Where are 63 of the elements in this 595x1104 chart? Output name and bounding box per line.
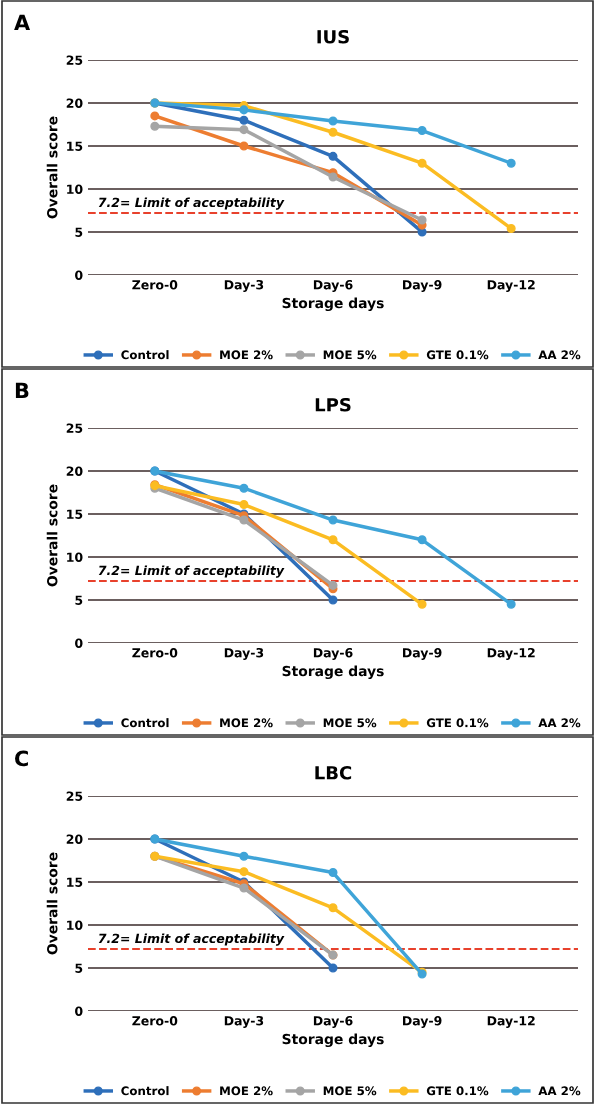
y-tick-label: 15 xyxy=(67,141,83,151)
legend-label: Control xyxy=(121,718,169,728)
legend-label: AA 2% xyxy=(538,718,581,728)
x-tick-label: Zero-0 xyxy=(132,648,178,658)
ref-line-label: 7.2= Limit of acceptability xyxy=(98,565,285,578)
x-tick-label: Day-3 xyxy=(224,1015,264,1028)
x-tick-label: Day-12 xyxy=(487,1015,535,1028)
y-tick-label: 25 xyxy=(66,423,83,433)
legend-label: MOE 5% xyxy=(323,1086,377,1096)
legend-label: GTE 0.1% xyxy=(426,1086,489,1096)
y-tick-label: 0 xyxy=(75,1006,83,1016)
x-tick-label: Day-9 xyxy=(403,280,442,292)
y-tick-label: 5 xyxy=(75,227,83,237)
y-tick-label: 20 xyxy=(66,466,83,476)
text: A xyxy=(14,14,31,30)
x-axis-title: Storage days xyxy=(282,297,384,312)
x-tick-label: Day-12 xyxy=(487,279,535,292)
x-tick-label: Day-9 xyxy=(403,1016,442,1028)
x-axis-title: Storage days xyxy=(282,665,384,680)
legend-label: GTE 0.1% xyxy=(426,350,489,360)
y-axis-title: Overall score xyxy=(46,484,58,587)
y-tick-label: 25 xyxy=(66,791,83,801)
y-tick-label: 0 xyxy=(75,270,83,280)
y-tick-label: 15 xyxy=(67,509,83,519)
y-tick-label: 0 xyxy=(75,638,83,648)
y-tick-label: 25 xyxy=(66,55,83,65)
x-axis-title: Storage days xyxy=(282,1033,384,1048)
x-tick-label: Zero-0 xyxy=(132,280,178,290)
y-axis-title: Overall score xyxy=(46,852,58,955)
x-tick-label: Day-3 xyxy=(224,279,264,292)
x-tick-label: Day-6 xyxy=(313,1016,353,1028)
x-tick-label: Day-12 xyxy=(487,647,535,660)
legend-label: MOE 2% xyxy=(220,1086,273,1096)
chart-title: LBC xyxy=(315,765,352,780)
y-tick-label: 5 xyxy=(75,595,83,605)
legend-label: MOE 2% xyxy=(220,718,273,728)
y-tick-label: 10 xyxy=(67,552,83,562)
x-tick-label: Day-3 xyxy=(224,647,264,660)
legend-label: Control xyxy=(121,350,169,360)
legend-label: MOE 2% xyxy=(220,350,273,360)
x-tick-label: Zero-0 xyxy=(132,1016,178,1026)
legend-label: AA 2% xyxy=(538,350,581,360)
legend-label: AA 2% xyxy=(538,1086,581,1096)
y-tick-label: 5 xyxy=(75,963,83,973)
y-tick-label: 20 xyxy=(66,834,83,844)
text: B xyxy=(15,382,29,398)
chart-title: IUS xyxy=(317,29,349,44)
text: C xyxy=(15,750,28,767)
y-tick-label: 20 xyxy=(66,98,83,108)
y-tick-label: 15 xyxy=(67,877,83,887)
y-tick-label: 10 xyxy=(67,184,83,194)
legend-label: GTE 0.1% xyxy=(426,718,489,728)
ref-line-label: 7.2= Limit of acceptability xyxy=(98,933,285,946)
legend-label: MOE 5% xyxy=(323,718,377,728)
ref-line-label: 7.2= Limit of acceptability xyxy=(98,197,285,210)
y-tick-label: 10 xyxy=(67,920,83,930)
x-tick-label: Day-6 xyxy=(313,648,353,660)
legend-label: MOE 5% xyxy=(323,350,377,360)
y-axis-title: Overall score xyxy=(46,116,58,219)
x-tick-label: Day-9 xyxy=(403,648,442,660)
legend-label: Control xyxy=(121,1086,169,1096)
x-tick-label: Day-6 xyxy=(313,280,353,292)
chart-title: LPS xyxy=(315,397,351,412)
